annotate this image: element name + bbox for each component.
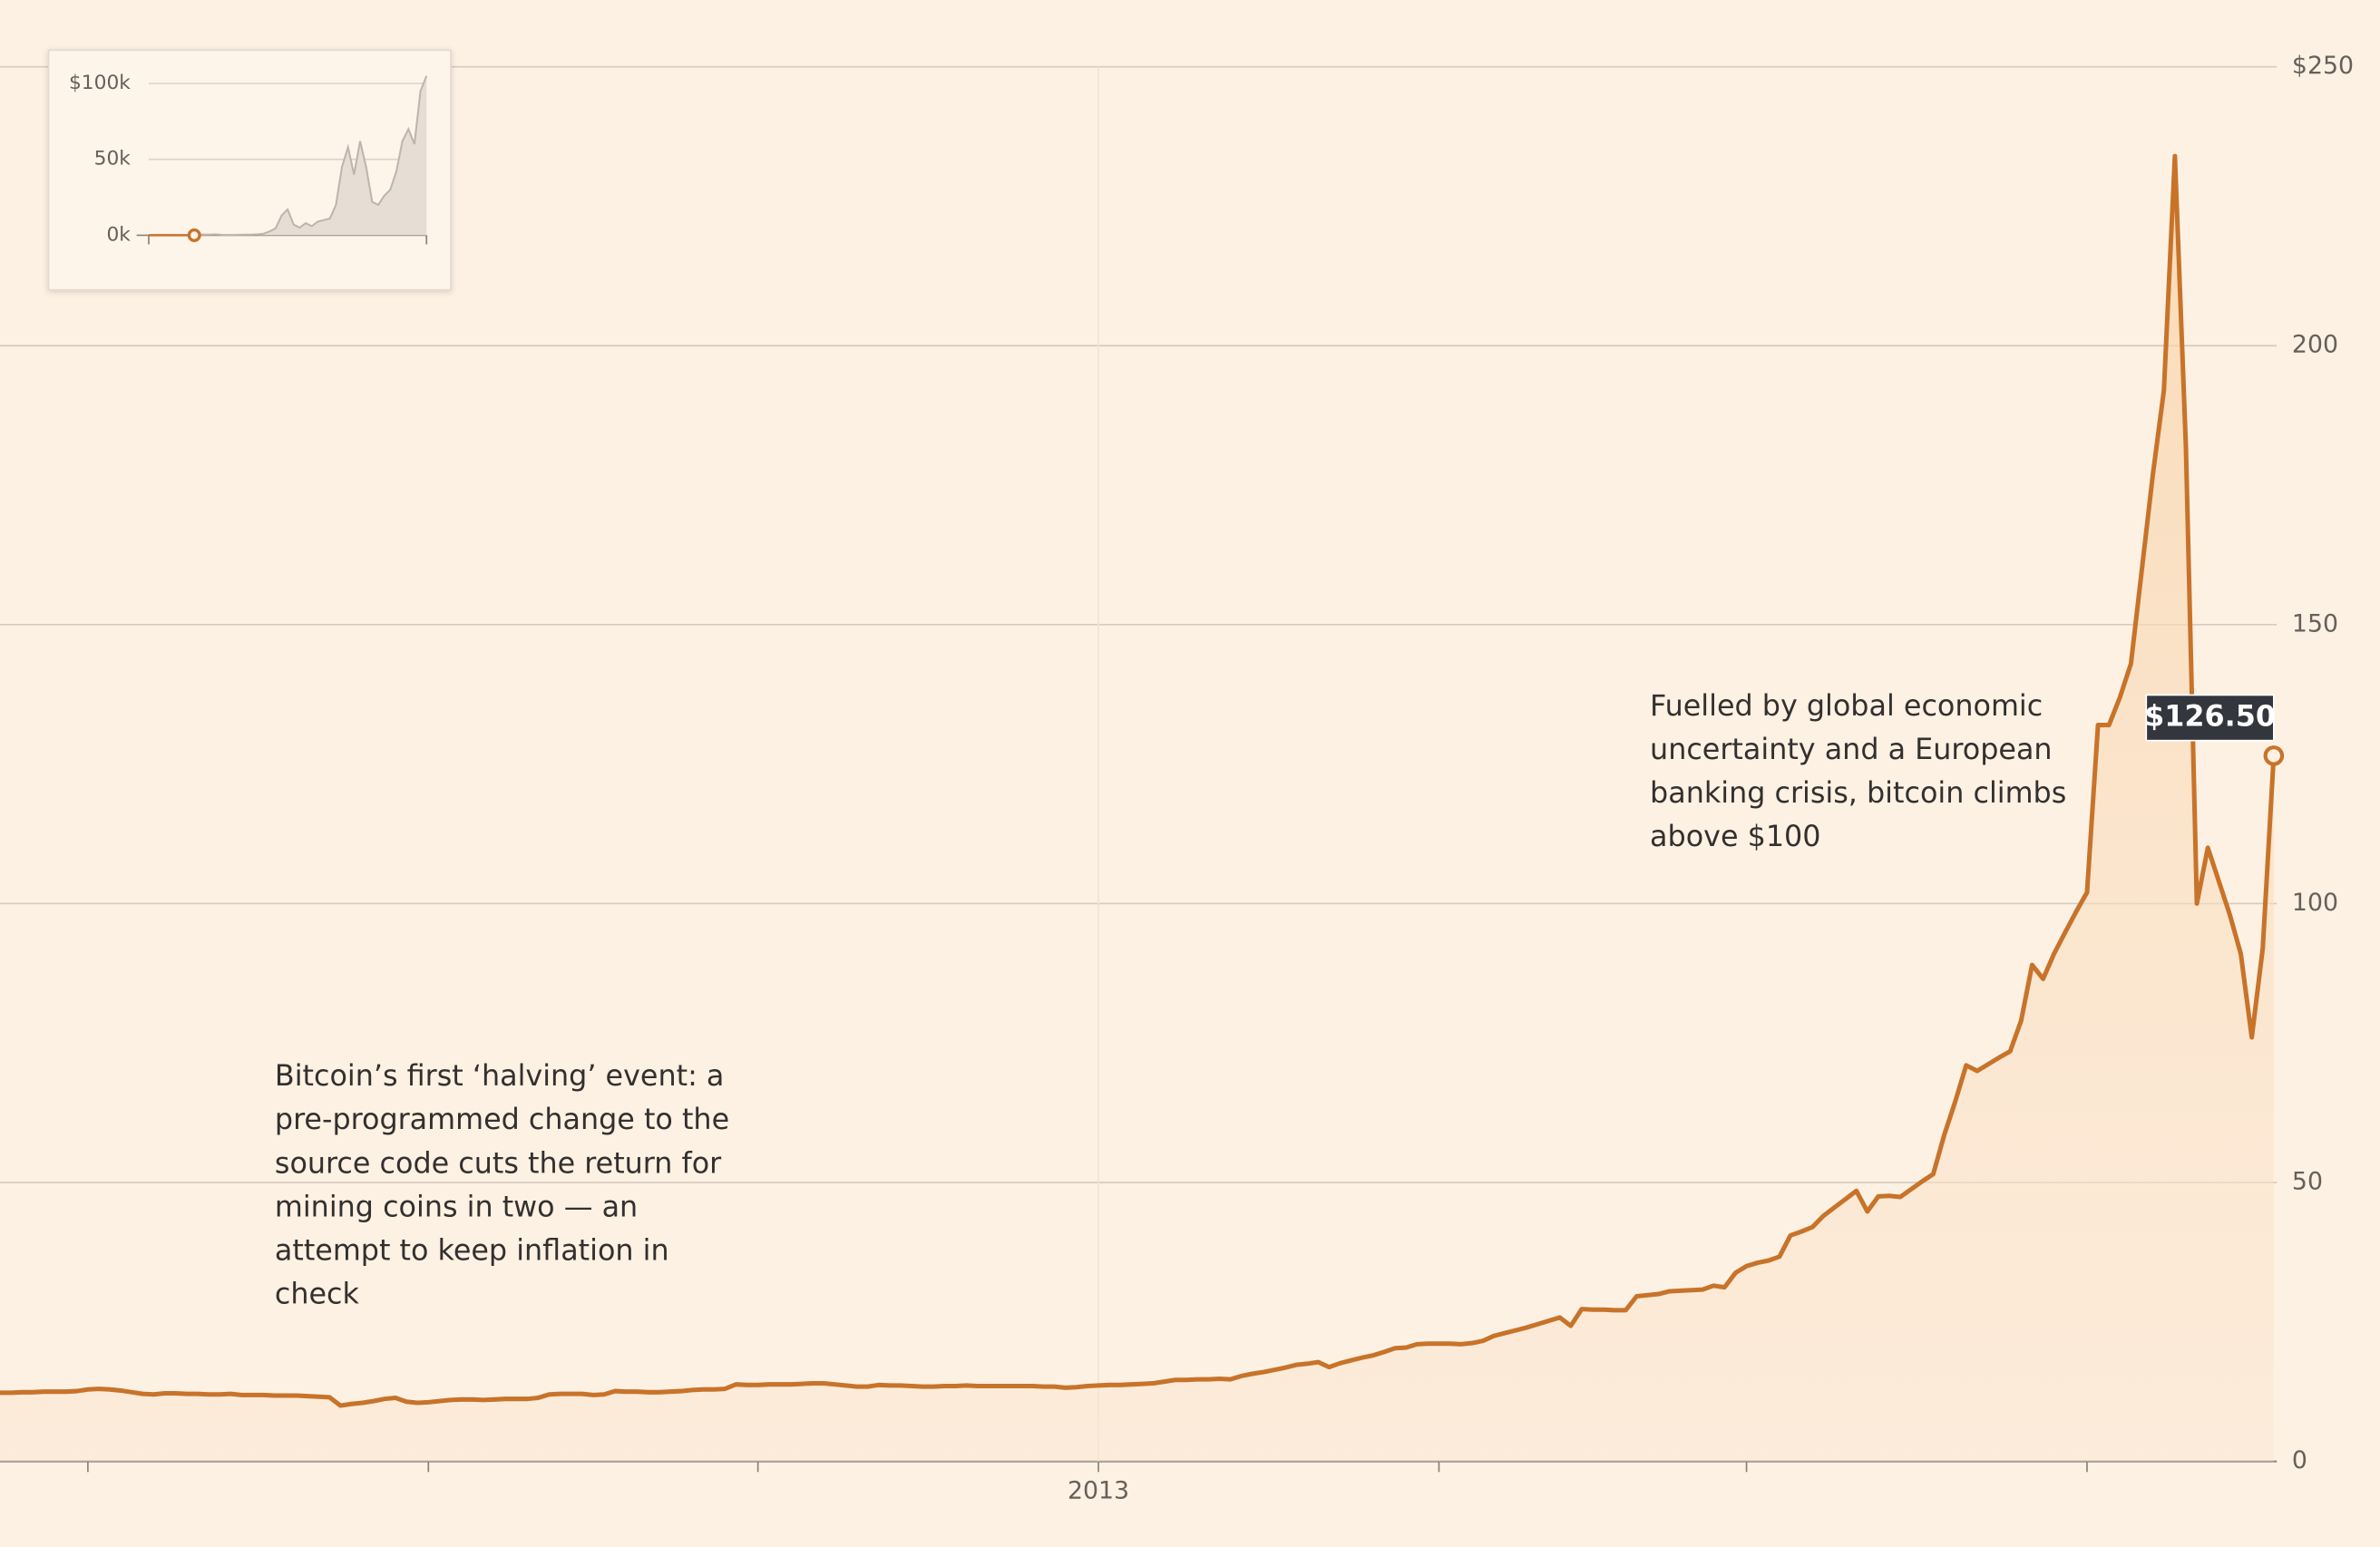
y-tick-label: 200 [2292,331,2338,359]
annotation: check [275,1277,360,1310]
inset-y-tick-label: $100k [69,72,131,94]
line [0,153,2277,1408]
y-tick-label: 0 [2292,1446,2307,1474]
y-tick-label: 100 [2292,889,2338,917]
inset-y-tick-label: 50k [94,148,132,170]
value-callout-box [2145,694,2275,742]
annotation: Bitcoin’s first ‘halving’ event: a [275,1059,724,1093]
inset-y-tick-label: 0k [106,223,131,246]
value-callout: $126.50 [2144,700,2276,734]
annotation: attempt to keep inflation in [275,1233,669,1267]
y-tick-label: 150 [2292,609,2338,637]
y-tick-label: 50 [2292,1167,2323,1195]
annotation: mining coins in two — an [275,1190,638,1223]
inset-highlight-marker [187,228,201,242]
annotation: above $100 [1650,820,1820,853]
annotation: banking crisis, bitcoin climbs [1650,776,2066,810]
end-marker [2263,745,2285,766]
inset-panel [47,49,452,291]
main-chart: 0 50 100 150 200 $250 2013 $126.50 Bitcoin’s fir… [0,52,2354,1505]
y-tick-label: $250 [2292,52,2354,80]
annotation: Fuelled by global economic [1650,689,2043,723]
x-tick-label: 2013 [1068,1477,1129,1505]
annotation: uncertainty and a European [1650,733,2053,766]
area [0,156,2274,1462]
annotation: source code cuts the return for [275,1146,722,1180]
inset-chart: 0k 50k $100k [69,72,428,246]
inset-area [149,75,427,236]
annotation: pre-programmed change to the [275,1103,729,1136]
